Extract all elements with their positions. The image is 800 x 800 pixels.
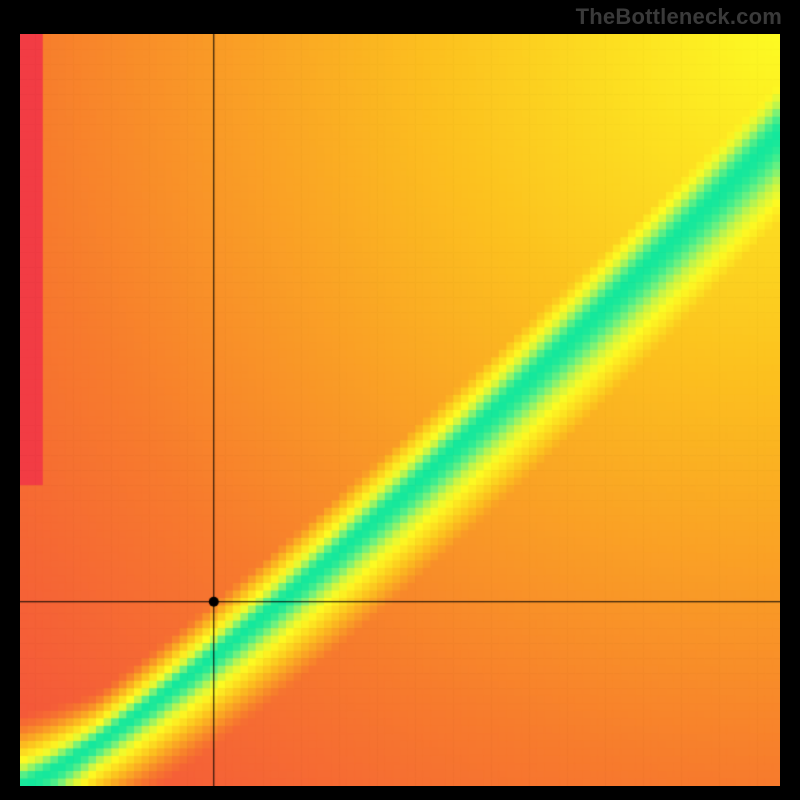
bottleneck-heatmap: [20, 34, 780, 786]
chart-container: TheBottleneck.com: [0, 0, 800, 800]
watermark-text: TheBottleneck.com: [576, 4, 782, 30]
